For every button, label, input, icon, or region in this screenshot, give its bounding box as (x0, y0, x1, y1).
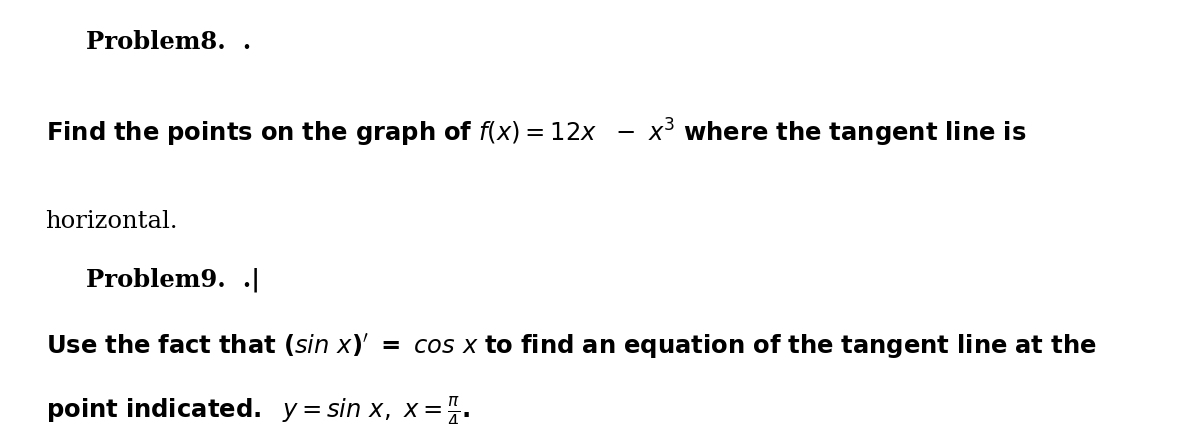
Text: Problem8.  .: Problem8. . (86, 30, 252, 54)
Text: Problem9.  .|: Problem9. .| (86, 268, 260, 293)
Text: $\mathbf{Use\ the\ fact\ that\ (}sin\ x\mathbf{)'\ =\ }cos\ x\mathbf{\ to\ find\: $\mathbf{Use\ the\ fact\ that\ (}sin\ x\… (46, 332, 1096, 360)
Text: horizontal.: horizontal. (46, 210, 178, 233)
Text: $\mathbf{Find\ the\ points\ on\ the\ graph\ of\ }f(x) = 12x\ \ -\ x^3\mathbf{\ w: $\mathbf{Find\ the\ points\ on\ the\ gra… (46, 117, 1026, 149)
Text: $\mathbf{point\ indicated.\ \ }y = sin\ x,\ x = \frac{\pi}{4}\mathbf{.}$: $\mathbf{point\ indicated.\ \ }y = sin\ … (46, 395, 470, 424)
